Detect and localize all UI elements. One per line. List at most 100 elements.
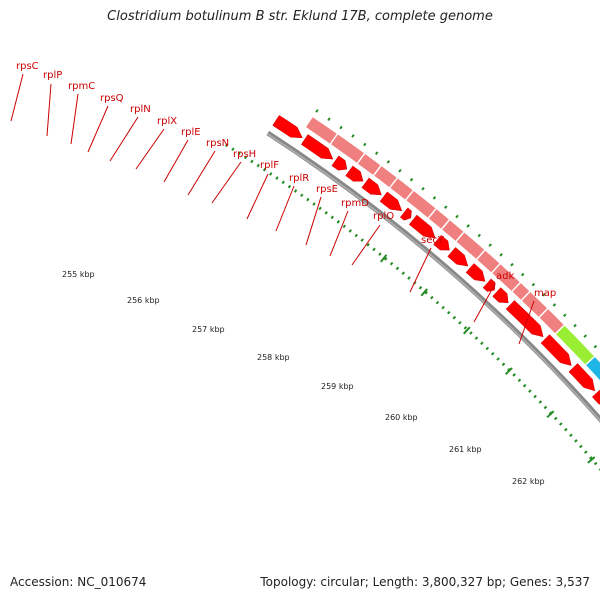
leader-line-rpmD	[329, 210, 349, 257]
leader-line-rpmC	[70, 93, 79, 145]
gene-band-rplE	[428, 209, 449, 229]
leader-line-rplN	[109, 116, 139, 162]
inner-tick	[553, 416, 558, 421]
inner-tick	[418, 286, 423, 290]
outer-tick	[409, 177, 414, 182]
inner-tick	[490, 351, 495, 356]
outer-tick	[455, 214, 459, 219]
leader-line-rplX	[135, 128, 165, 170]
inner-tick	[281, 180, 285, 185]
inner-tick	[250, 159, 254, 164]
outer-tick	[327, 117, 331, 121]
gene-label-rplE: rplE	[181, 127, 201, 138]
inner-tick	[318, 206, 322, 211]
kbp-labels: 255 kbp 256 kbp 257 kbp 258 kbp 259 kbp 260 k…	[62, 270, 545, 486]
kbp-label: 261 kbp	[449, 445, 482, 454]
gene-band-rplO	[539, 309, 564, 334]
gene-labels: rpsC rplP rpmC rpsQ rplN rplX rplE rpsN rpsH rplF…	[10, 61, 556, 345]
inner-tick	[574, 439, 578, 443]
gene-band-rpmD	[522, 292, 547, 317]
leader-line-rpsC	[10, 73, 24, 122]
outer-tick	[510, 262, 514, 267]
inner-tick	[458, 320, 462, 325]
inner-tick	[312, 202, 316, 206]
gene-label-rplO: rplO	[373, 211, 394, 222]
major-tick	[380, 254, 388, 263]
outer-tick	[386, 160, 391, 164]
outer-tick	[374, 151, 379, 155]
gene-arrow	[272, 115, 303, 139]
gene-label-rpsE: rpsE	[316, 184, 338, 195]
inner-tick	[452, 315, 457, 320]
inner-tick	[543, 405, 548, 410]
gene-label-rplR: rplR	[289, 173, 309, 184]
outer-tick	[444, 205, 448, 209]
leader-line-rplF	[246, 173, 269, 220]
kbp-label: 258 kbp	[257, 353, 290, 362]
inner-tick	[522, 383, 527, 388]
outer-tick	[542, 292, 546, 297]
outer-tick	[398, 168, 402, 173]
outer-tick	[351, 134, 355, 138]
gene-band-rpmC	[358, 154, 381, 175]
gene-arrow	[361, 177, 382, 196]
inner-tick	[300, 193, 304, 198]
gene-band-rpsE	[512, 283, 530, 300]
backbone-highlight	[266, 133, 600, 422]
outer-tick	[573, 323, 577, 328]
gene-arrow	[300, 134, 334, 160]
major-tick	[546, 410, 555, 419]
gene-band-secY	[556, 325, 594, 365]
inner-tick	[231, 147, 235, 152]
outer-tick	[421, 186, 425, 191]
gene-band-track	[306, 117, 600, 381]
inner-tick	[485, 346, 490, 351]
gene-label-map: map	[534, 288, 556, 299]
major-tick	[420, 288, 428, 297]
leader-line-rpsE	[305, 196, 322, 246]
inner-tick	[336, 220, 340, 224]
inner-tick	[237, 151, 241, 156]
gene-label-rpsN: rpsN	[206, 138, 229, 149]
gene-band-rpsQ	[374, 166, 397, 188]
gene-arrow	[591, 389, 600, 405]
inner-tick	[262, 167, 267, 172]
outer-tick	[520, 272, 525, 277]
kbp-label: 257 kbp	[192, 325, 225, 334]
kbp-label: 259 kbp	[321, 382, 354, 391]
outer-tick	[477, 233, 481, 238]
inner-tick	[424, 290, 428, 295]
outer-tick	[562, 313, 567, 318]
gene-arrow	[492, 287, 509, 304]
outer-tick	[593, 344, 598, 349]
gene-arrow	[447, 247, 469, 267]
leader-line-rpsH	[211, 161, 242, 204]
leader-line-rplP	[46, 83, 52, 137]
gene-band-rplR	[492, 264, 520, 291]
inner-tick	[407, 276, 411, 280]
inner-tick	[401, 271, 405, 275]
inner-tick	[496, 357, 500, 361]
inner-tick	[372, 247, 376, 252]
inner-tick	[569, 433, 573, 437]
gene-arrow	[345, 165, 364, 182]
inner-tick	[564, 427, 568, 432]
gene-label-rplX: rplX	[157, 116, 177, 127]
outer-tick	[531, 282, 536, 287]
outer-tick	[466, 224, 470, 228]
gene-label-rplF: rplF	[260, 160, 279, 171]
outer-tick	[315, 109, 319, 113]
inner-tick	[474, 336, 479, 340]
inner-tick	[269, 172, 273, 176]
gene-label-secY: secY	[421, 235, 445, 246]
inner-tick	[366, 242, 370, 247]
inner-tick	[480, 341, 484, 346]
outer-tick	[339, 125, 343, 130]
kbp-label: 255 kbp	[62, 270, 95, 279]
gene-label-rpmD: rpmD	[341, 198, 369, 209]
gene-band-rplF	[477, 250, 500, 273]
map-title: Clostridium botulinum B str. Eklund 17B,…	[107, 9, 493, 24]
inner-tick	[517, 378, 522, 383]
inner-tick	[441, 305, 445, 310]
